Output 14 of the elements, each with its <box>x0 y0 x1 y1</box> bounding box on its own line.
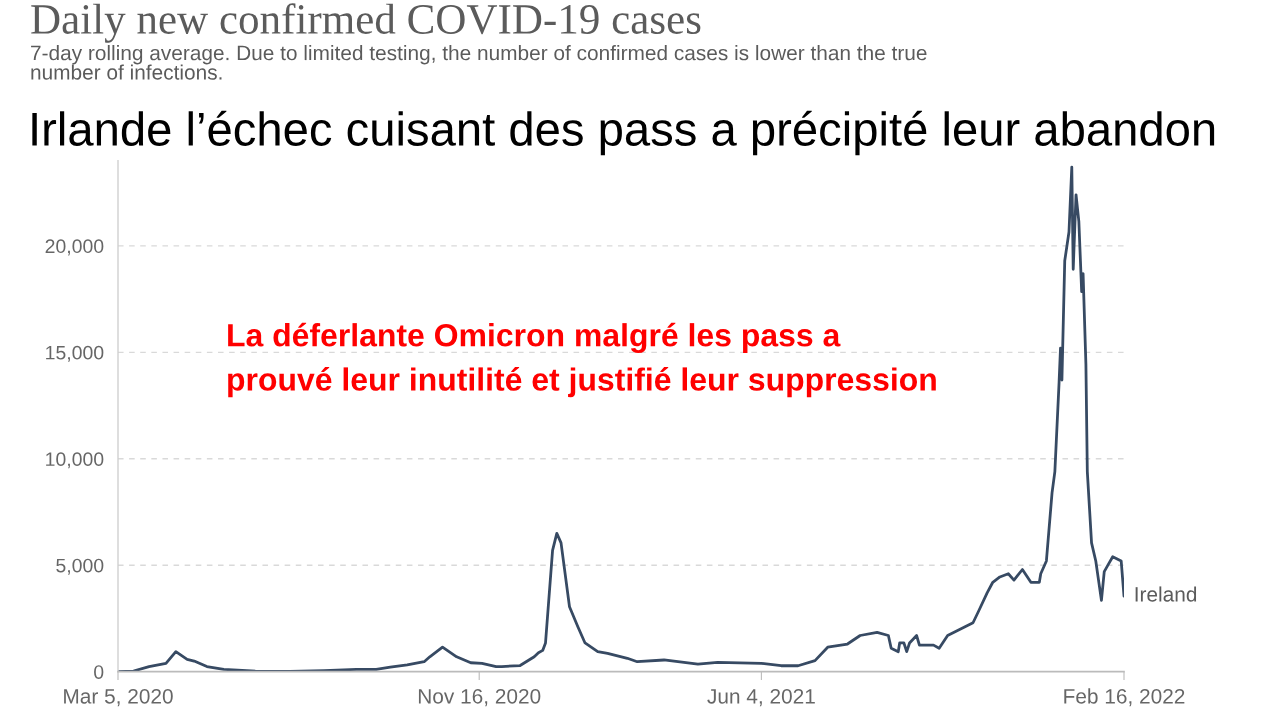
text: Irlande l’échec cuisant des pass a précipité leur abandon <box>32 110 1215 156</box>
y-tick-label: 0 <box>94 665 104 679</box>
chart-title: Daily new confirmed COVID-19 cases <box>31 3 701 43</box>
y-tick-label: 20,000 <box>45 239 104 256</box>
chart-subtitle: 7-day rolling average. Due to limited testing, the number of confirmed cases is lower than the true number of infections. <box>31 45 927 80</box>
y-tick-label: 10,000 <box>46 452 104 469</box>
x-tick-label: Feb 16, 2022 <box>1064 688 1185 707</box>
x-tick-label: Nov 16, 2020 <box>418 688 541 707</box>
annotation: La déferlante Omicron malgré les pass a prouvé leur inutilité et justifié leur suppression <box>228 322 936 398</box>
x-tick-label: Mar 5, 2020 <box>64 688 173 707</box>
x-tick-label: Jun 4, 2021 <box>707 688 815 707</box>
series-label: Ireland <box>1135 586 1197 602</box>
y-tick-label: 5,000 <box>56 558 104 575</box>
y-tick-label: 15,000 <box>46 345 104 362</box>
